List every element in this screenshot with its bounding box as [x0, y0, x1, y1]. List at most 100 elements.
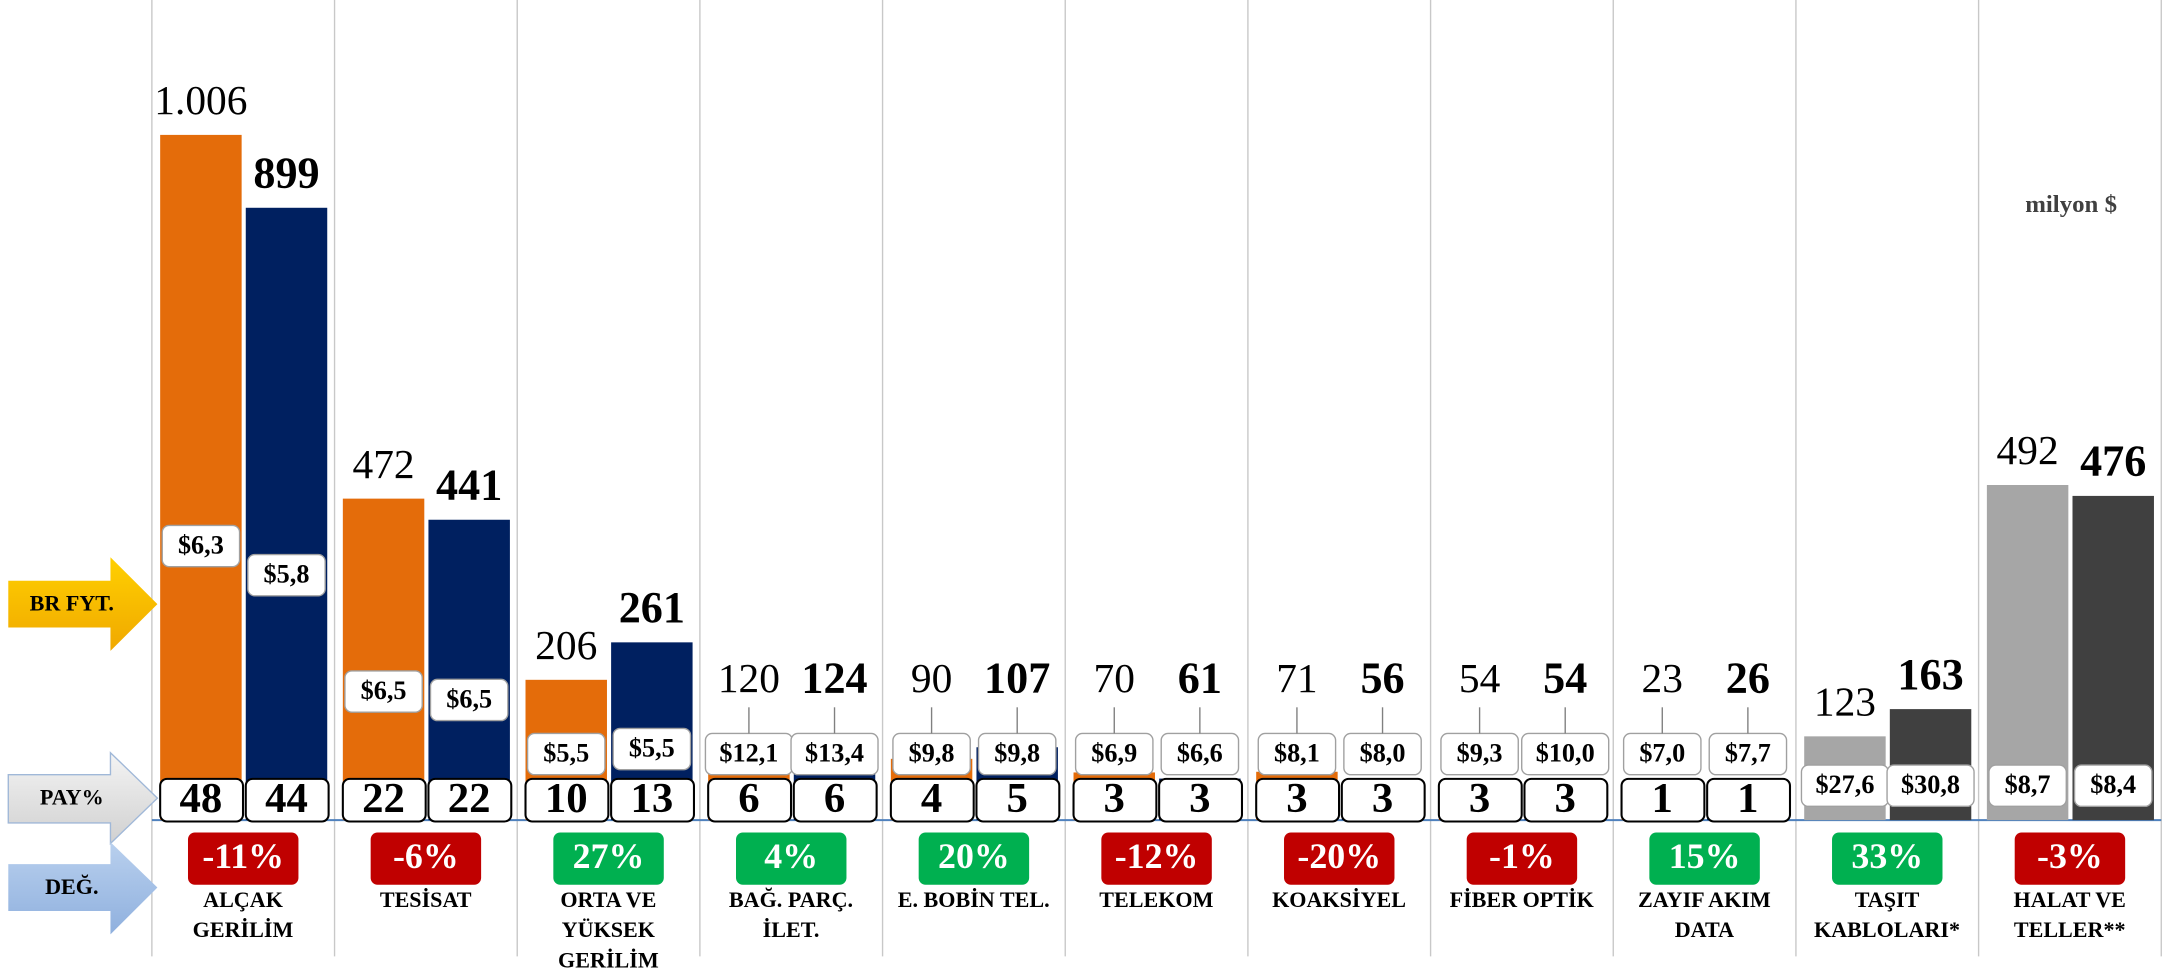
unit-price-label: $8,1 [1274, 739, 1320, 768]
value-label: 54 [1459, 655, 1501, 701]
value-label: 56 [1360, 654, 1404, 703]
value-label: 70 [1094, 655, 1135, 701]
price-arrow [8, 557, 158, 651]
share-box [1523, 777, 1609, 823]
value-label: 90 [911, 655, 952, 701]
share-label: 3 [1189, 775, 1210, 822]
change-label: -20% [1297, 836, 1381, 876]
value-label: 124 [801, 654, 867, 703]
unit-price-label: $6,3 [178, 530, 224, 559]
price-row-label: BR FYT. [30, 591, 114, 616]
value-label: 1.006 [154, 77, 247, 123]
price-box [247, 553, 326, 597]
value-label: 163 [1897, 650, 1963, 699]
share-label: 10 [545, 775, 588, 822]
share-label: 3 [1286, 775, 1307, 822]
change-label: 33% [1851, 836, 1923, 876]
price-box [526, 732, 606, 776]
share-box [524, 777, 610, 823]
share-box [610, 777, 695, 823]
value-label: 472 [353, 441, 415, 487]
share-label: 3 [1372, 775, 1393, 822]
category-label: TELEKOM [1099, 888, 1214, 913]
change-box [2014, 832, 2126, 885]
unit-price-label: $8,0 [1360, 739, 1406, 768]
share-box [1437, 777, 1523, 823]
unit-price-label: $7,7 [1725, 739, 1771, 768]
share-box [1158, 777, 1244, 823]
share-label: 44 [265, 775, 308, 822]
category-label: TAŞIT KABLOLARI* [1813, 888, 1961, 943]
change-box [1649, 832, 1760, 885]
share-box [427, 777, 513, 823]
change-label: -12% [1115, 836, 1199, 876]
unit-price-label: $5,5 [543, 739, 589, 768]
value-label: 899 [253, 149, 319, 198]
share-box [889, 777, 975, 823]
share-row-label: PAY% [40, 785, 104, 810]
change-box [1832, 832, 1943, 885]
bar [342, 498, 425, 821]
bar [428, 519, 510, 821]
share-label: 3 [1104, 775, 1125, 822]
share-box [341, 777, 427, 823]
unit-price-label: $8,7 [2005, 770, 2051, 799]
share-label: 22 [448, 775, 491, 822]
change-label: -6% [393, 836, 459, 876]
unit-price-label: $6,5 [361, 676, 407, 705]
change-label: 20% [938, 836, 1010, 876]
bar [160, 134, 242, 821]
share-box [159, 777, 245, 823]
unit-price-label: $5,8 [264, 560, 310, 589]
bar [1986, 485, 2069, 821]
unit-price-label: $7,0 [1639, 739, 1685, 768]
value-label: 492 [1997, 427, 2059, 473]
share-label: 6 [738, 775, 759, 822]
price-box [2073, 764, 2153, 808]
share-label: 1 [1737, 775, 1758, 822]
category-label: E. BOBİN TEL. [897, 888, 1050, 913]
category-label: ORTA VE YÜKSEK GERİLİM [558, 888, 659, 973]
unit-price-label: $12,1 [719, 739, 778, 768]
value-label: 23 [1642, 655, 1683, 701]
change-label: -1% [1489, 836, 1555, 876]
unit-price-label: $13,4 [805, 739, 864, 768]
unit-price-label: $9,8 [909, 739, 955, 768]
share-box [1255, 777, 1341, 823]
change-box [1466, 832, 1578, 885]
value-label: 61 [1178, 654, 1222, 703]
price-box [344, 670, 423, 713]
value-label: 261 [619, 583, 685, 632]
value-label: 120 [718, 655, 780, 701]
change-label: -3% [2037, 836, 2103, 876]
change-label: 15% [1669, 836, 1741, 876]
unit-price-label: $27,6 [1815, 770, 1874, 799]
share-label: 1 [1652, 775, 1673, 822]
category-label: TESİSAT [379, 888, 472, 913]
bar [245, 207, 328, 821]
unit-price-label: $10,0 [1536, 739, 1595, 768]
unit-price-label: $6,6 [1177, 739, 1223, 768]
change-box [736, 832, 847, 885]
change-box [1284, 832, 1395, 885]
price-box [161, 524, 241, 568]
change-label: 27% [573, 836, 645, 876]
share-box [244, 777, 330, 823]
value-label: 107 [984, 654, 1050, 703]
change-box [918, 832, 1030, 885]
share-box [1620, 777, 1706, 823]
unit-price-label: $9,3 [1457, 739, 1503, 768]
value-label: 123 [1814, 679, 1876, 725]
change-label: -11% [202, 836, 284, 876]
share-label: 5 [1006, 775, 1027, 822]
unit-note: milyon $ [2025, 191, 2117, 218]
share-box [1706, 777, 1792, 823]
change-label: 4% [764, 836, 818, 876]
unit-price-label: $6,9 [1091, 739, 1137, 768]
share-label: 3 [1555, 775, 1576, 822]
share-box [1072, 777, 1158, 823]
change-box [1101, 832, 1212, 885]
value-label: 54 [1543, 654, 1587, 703]
